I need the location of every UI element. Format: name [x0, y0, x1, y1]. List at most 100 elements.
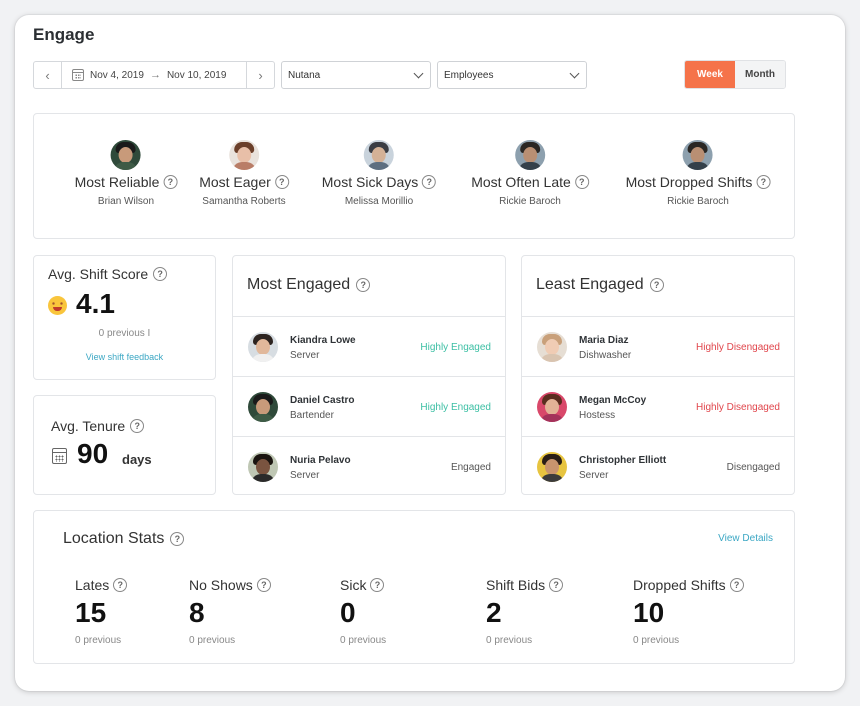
employee-name: Nuria Pelavo	[290, 455, 351, 466]
list-item[interactable]: Christopher Elliott Server Disengaged	[522, 436, 794, 496]
least-engaged-card: Least Engaged? Maria Diaz Dishwasher Hig…	[521, 255, 795, 495]
card-title: Most Engaged?	[247, 276, 371, 294]
engagement-status: Engaged	[450, 462, 491, 473]
avatar	[683, 140, 713, 170]
date-range-field[interactable]: Nov 4, 2019 → Nov 10, 2019	[62, 62, 246, 88]
stat-sick: Sick? 0 0 previous	[340, 577, 386, 646]
employee-name: Maria Diaz	[579, 335, 629, 346]
stat-value: 10	[633, 597, 665, 628]
help-icon[interactable]: ?	[130, 419, 145, 433]
help-icon[interactable]: ?	[549, 578, 564, 592]
employee-role: Hostess	[579, 410, 616, 421]
engagement-status: Highly Engaged	[420, 342, 491, 353]
award-name: Samantha Roberts	[202, 196, 286, 207]
chevron-right-icon: ›	[258, 67, 263, 83]
list-item[interactable]: Nuria Pelavo Server Engaged	[233, 436, 505, 496]
award-most-often-late: Most Often Late? Rickie Baroch	[471, 140, 589, 207]
award-name: Brian Wilson	[97, 196, 155, 207]
card-title: Least Engaged?	[536, 276, 664, 294]
stat-shift-bids: Shift Bids? 2 0 previous	[486, 577, 564, 646]
stat-value: 15	[75, 597, 107, 628]
avatar	[110, 140, 141, 170]
card-title: Location Stats?	[63, 530, 185, 548]
help-icon[interactable]: ?	[274, 175, 289, 189]
view-details-link[interactable]: View Details	[718, 533, 773, 544]
period-toggle: Week Month	[684, 60, 786, 89]
help-icon[interactable]: ?	[370, 578, 385, 592]
chevron-down-icon	[413, 68, 424, 79]
arrow-right-icon: →	[149, 69, 161, 81]
award-label: Most Dropped Shifts?	[626, 174, 771, 190]
award-label: Most Often Late?	[471, 174, 589, 190]
engage-window: Engage ‹ Nov 4, 2019 → Nov 10, 2019 › Nu…	[15, 15, 845, 691]
start-date: Nov 4, 2019	[90, 69, 144, 81]
avatar	[248, 452, 278, 482]
shift-score-value: 4.1	[76, 288, 115, 319]
stat-lates: Lates? 15 0 previous	[75, 577, 128, 646]
award-most-reliable: Most Reliable? Brian Wilson	[75, 140, 178, 207]
card-title: Avg. Shift Score?	[48, 266, 168, 282]
employee-name: Megan McCoy	[579, 395, 647, 406]
help-icon[interactable]: ?	[422, 175, 437, 189]
stat-label: Sick?	[340, 577, 386, 593]
stat-value: 8	[189, 597, 205, 628]
avg-shift-score-card: Avg. Shift Score? 4.1 0 previous I View …	[33, 255, 216, 380]
employee-name: Christopher Elliott	[579, 455, 667, 466]
card-title: Avg. Tenure?	[51, 418, 145, 434]
avatar	[364, 140, 394, 170]
help-icon[interactable]: ?	[256, 578, 271, 592]
engagement-status: Disengaged	[726, 462, 780, 473]
avatar	[229, 140, 259, 170]
date-range-picker: ‹ Nov 4, 2019 → Nov 10, 2019 ›	[33, 61, 275, 89]
avatar	[537, 392, 567, 422]
list-item[interactable]: Maria Diaz Dishwasher Highly Disengaged	[522, 316, 794, 376]
award-name: Rickie Baroch	[499, 196, 561, 207]
location-select[interactable]: Nutana	[281, 61, 431, 89]
stat-label: Dropped Shifts?	[633, 577, 744, 593]
help-icon[interactable]: ?	[153, 267, 168, 281]
location-stats-card: Location Stats? View Details Lates? 15 0…	[33, 510, 795, 664]
previous-value: 0 previous I	[98, 328, 151, 339]
list-item[interactable]: Kiandra Lowe Server Highly Engaged	[233, 316, 505, 376]
help-icon[interactable]: ?	[113, 578, 128, 592]
stat-previous: 0 previous	[189, 635, 236, 646]
employee-name: Kiandra Lowe	[290, 335, 356, 346]
view-shift-feedback-link[interactable]: View shift feedback	[85, 352, 164, 362]
stat-value: 0	[340, 597, 356, 628]
stat-previous: 0 previous	[486, 635, 533, 646]
award-most-eager: Most Eager? Samantha Roberts	[199, 140, 289, 207]
week-button[interactable]: Week	[685, 61, 735, 88]
award-most-dropped-shifts: Most Dropped Shifts? Rickie Baroch	[626, 140, 771, 207]
tenure-value: 90	[77, 438, 109, 469]
help-icon[interactable]: ?	[756, 175, 771, 189]
help-icon[interactable]: ?	[170, 532, 185, 546]
list-item[interactable]: Megan McCoy Hostess Highly Disengaged	[522, 376, 794, 436]
calendar-icon	[72, 69, 84, 81]
avatar	[248, 332, 278, 362]
award-label: Most Reliable?	[75, 174, 178, 190]
location-select-value: Nutana	[288, 69, 321, 81]
employees-select[interactable]: Employees	[437, 61, 587, 89]
help-icon[interactable]: ?	[574, 175, 589, 189]
help-icon[interactable]: ?	[649, 278, 664, 292]
help-icon[interactable]: ?	[163, 175, 178, 189]
chevron-down-icon	[569, 68, 580, 79]
award-label: Most Sick Days?	[322, 174, 437, 190]
engagement-status: Highly Disengaged	[696, 342, 780, 353]
smiley-icon	[48, 296, 67, 315]
employee-role: Server	[290, 470, 320, 481]
next-week-button[interactable]: ›	[246, 62, 274, 88]
award-label: Most Eager?	[199, 174, 289, 190]
month-button[interactable]: Month	[735, 61, 785, 88]
avatar	[537, 452, 567, 482]
stat-label: Shift Bids?	[486, 577, 564, 593]
prev-week-button[interactable]: ‹	[34, 62, 62, 88]
avatar	[514, 140, 545, 170]
avg-tenure-card: Avg. Tenure? 90 days	[33, 395, 216, 495]
employee-name: Daniel Castro	[290, 395, 355, 406]
list-item[interactable]: Daniel Castro Bartender Highly Engaged	[233, 376, 505, 436]
help-icon[interactable]: ?	[729, 578, 744, 592]
stat-previous: 0 previous	[75, 635, 122, 646]
help-icon[interactable]: ?	[356, 278, 371, 292]
stat-no-shows: No Shows? 8 0 previous	[189, 577, 271, 646]
